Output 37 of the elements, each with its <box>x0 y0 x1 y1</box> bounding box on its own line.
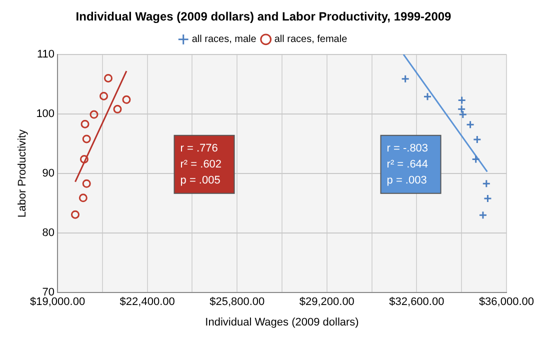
point <box>466 120 475 129</box>
point <box>82 134 91 144</box>
x-tick-label: $32,600.00 <box>389 296 444 308</box>
y-tick-label: 90 <box>42 168 55 180</box>
point <box>401 74 410 84</box>
x-axis-title: Individual Wages (2009 dollars) <box>205 316 359 328</box>
legend-label: all races, male <box>192 34 257 46</box>
legend-label: all races, female <box>274 34 348 46</box>
point <box>104 74 113 82</box>
point <box>90 110 98 119</box>
point <box>113 104 122 114</box>
point <box>472 135 482 144</box>
y-tick-label: 110 <box>37 48 55 60</box>
point <box>472 154 480 164</box>
point <box>482 179 491 188</box>
x-tick-label: $25,800.00 <box>210 296 265 308</box>
chart-title: Individual Wages (2009 dollars) and Labor Productivity, 1999-2009 <box>76 10 452 24</box>
y-tick-label: 100 <box>36 108 55 120</box>
point <box>483 194 492 203</box>
annotation: r = .776 r² = .602 p = .005 <box>180 142 222 186</box>
x-tick-label: $19,000.00 <box>30 296 86 308</box>
point <box>82 179 91 188</box>
y-tick-label: 80 <box>42 227 55 240</box>
point <box>80 120 90 128</box>
point <box>100 92 108 100</box>
x-tick-label: $36,000.00 <box>478 296 534 308</box>
point <box>80 154 88 164</box>
point <box>458 96 466 105</box>
y-axis-title: Labor Productivity <box>16 128 29 218</box>
point <box>423 92 432 101</box>
point <box>70 210 80 219</box>
annotation: r = -.803 r² = .644 p = .003 <box>386 142 428 186</box>
x-tick-label: $22,400.00 <box>120 296 175 308</box>
point <box>478 210 488 220</box>
point <box>122 95 131 104</box>
point <box>78 194 88 202</box>
x-tick-label: $29,200.00 <box>299 296 354 308</box>
